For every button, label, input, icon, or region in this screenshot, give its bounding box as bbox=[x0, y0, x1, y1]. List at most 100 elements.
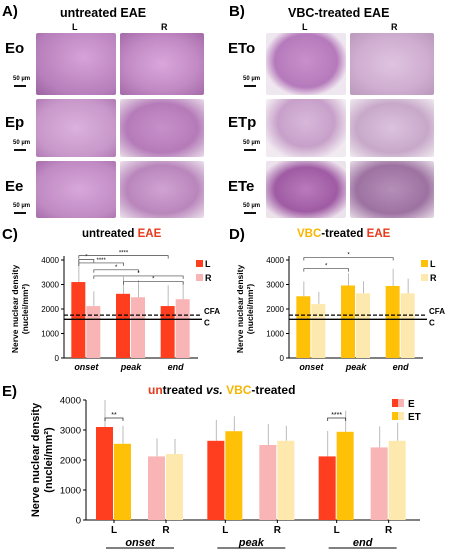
chart-e-bar-ET-L-peak bbox=[225, 431, 243, 520]
chart-c-refline-label-CFA: CFA bbox=[204, 307, 220, 316]
chart-d-ylabel: Nerve nuclear density(nuclei/mm²) bbox=[235, 265, 255, 354]
chart-e-group-end: end bbox=[353, 537, 373, 549]
panel-d-title-vbc: VBC bbox=[297, 228, 322, 240]
histology-eo-left bbox=[36, 33, 116, 95]
chart-e-sublabel-R-end: R bbox=[385, 525, 393, 536]
chart-e-bar-E-R-peak bbox=[259, 445, 277, 520]
chart-e-bar-E-R-end bbox=[370, 447, 388, 520]
chart-e-sig-bracket-1 bbox=[327, 417, 347, 421]
panel-e-title-vbc: VBC bbox=[226, 383, 252, 397]
chart-c-sig-label-2: **** bbox=[119, 251, 129, 257]
chart-e-ylabel-line1: Nerve nuclear density bbox=[30, 402, 42, 517]
histology-eto-left bbox=[266, 33, 346, 95]
histology-eo-right bbox=[120, 33, 204, 95]
panel-b-col-l: L bbox=[302, 22, 308, 32]
chart-c-ytick-label-0: 0 bbox=[55, 354, 60, 363]
chart-c-category-end: end bbox=[168, 362, 185, 372]
panel-e-title-mid1: treated bbox=[162, 383, 207, 397]
chart-c-category-onset: onset bbox=[74, 362, 99, 372]
chart-e: Nerve nuclear density(nuclei/mm²) 0 1000 20… bbox=[30, 396, 421, 550]
chart-c-sig-label-4: * bbox=[137, 271, 140, 277]
panel-a-col-r: R bbox=[161, 22, 168, 32]
panel-c-letter: C) bbox=[2, 226, 18, 243]
chart-c-ytick-label-4: 4000 bbox=[41, 256, 59, 265]
panel-b-col-r: R bbox=[391, 22, 398, 32]
scale-bar-a3 bbox=[14, 212, 26, 214]
chart-d-refline-label-CFA: CFA bbox=[429, 307, 445, 316]
chart-d-sig-bracket-0 bbox=[303, 268, 349, 272]
chart-c-ylabel-line1: Nerve nuclear density bbox=[10, 265, 20, 354]
chart-e-bar-ET-R-onset bbox=[166, 454, 183, 520]
scale-bar-b3 bbox=[244, 212, 256, 214]
scale-label-a1: 50 µm bbox=[13, 76, 31, 82]
chart-e-sublabel-R-peak: R bbox=[274, 525, 282, 536]
row-label-eto: ETo bbox=[228, 40, 256, 57]
row-label-ete: ETe bbox=[228, 178, 255, 195]
chart-e-legend-swatch-E-l bbox=[392, 399, 398, 407]
chart-e-sig-label-1: **** bbox=[331, 412, 342, 419]
chart-e-ytick-label-1: 1000 bbox=[60, 486, 81, 497]
chart-d-category-peak: peak bbox=[345, 362, 368, 372]
chart-e-ylabel-line2: (nuclei/mm²) bbox=[43, 427, 55, 493]
chart-c-bar-R-peak bbox=[131, 297, 145, 358]
panel-b-title: VBC-treated EAE bbox=[288, 6, 390, 20]
panel-e-title-un: un bbox=[148, 383, 163, 397]
chart-d-bar-R-end bbox=[400, 293, 415, 358]
chart-e-sublabel-L-end: L bbox=[334, 525, 340, 536]
chart-c-category-peak: peak bbox=[120, 362, 143, 372]
chart-d-ytick-label-0: 0 bbox=[280, 354, 285, 363]
scale-label-b1: 50 µm bbox=[243, 76, 261, 82]
chart-e-sublabel-R-onset: R bbox=[162, 525, 170, 536]
chart-d-ytick-label-3: 3000 bbox=[266, 281, 284, 290]
chart-d-ytick-label-1: 1000 bbox=[266, 330, 284, 339]
panel-d-letter: D) bbox=[229, 226, 245, 243]
chart-d: Nerve nuclear density(nuclei/mm²) 0 1000 20… bbox=[235, 253, 445, 372]
scale-bar-b1 bbox=[244, 85, 256, 87]
chart-c-sig-label-1: **** bbox=[96, 258, 106, 264]
chart-e-bar-E-L-onset bbox=[96, 427, 113, 520]
chart-e-bar-E-L-peak bbox=[207, 440, 225, 520]
chart-e-legend-swatch-E-r bbox=[398, 399, 404, 407]
row-label-ee: Ee bbox=[5, 178, 24, 195]
chart-d-bar-L-end bbox=[385, 285, 400, 358]
chart-e-ylabel: Nerve nuclear density(nuclei/mm²) bbox=[30, 402, 55, 517]
chart-d-ytick-label-4: 4000 bbox=[266, 256, 284, 265]
panel-a-title: untreated EAE bbox=[60, 6, 147, 20]
chart-c-ytick-label-2: 2000 bbox=[41, 305, 59, 314]
chart-c-sig-bracket-3 bbox=[93, 269, 139, 273]
chart-c-ylabel: Nerve nuclear density(nuclei/mm²) bbox=[10, 265, 30, 354]
chart-d-ylabel-line2: (nuclei/mm²) bbox=[245, 284, 255, 335]
histology-ete-right bbox=[350, 161, 434, 218]
chart-d-bar-L-onset bbox=[296, 296, 311, 358]
chart-c-bar-L-peak bbox=[116, 293, 130, 358]
scale-label-a2: 50 µm bbox=[13, 140, 31, 146]
chart-e-sublabel-L-onset: L bbox=[111, 525, 117, 536]
chart-c-sig-label-3: * bbox=[115, 265, 118, 271]
chart-e-ytick-label-0: 0 bbox=[76, 516, 81, 527]
panel-b-letter: B) bbox=[229, 3, 245, 20]
chart-c-refline-label-C: C bbox=[204, 318, 210, 327]
histology-eto-right bbox=[350, 33, 434, 95]
chart-e-ytick-label-2: 2000 bbox=[60, 456, 81, 467]
panel-d-title-eae: EAE bbox=[366, 228, 391, 240]
panel-e-title-vs: vs. bbox=[206, 383, 223, 397]
chart-e-ytick-label-4: 4000 bbox=[60, 396, 81, 407]
chart-e-legend-swatch-ET-l bbox=[392, 412, 398, 420]
chart-e-legend-label-E: E bbox=[408, 399, 415, 410]
chart-d-legend-label-R: R bbox=[430, 273, 437, 283]
chart-d-sig-label-0: * bbox=[325, 264, 328, 270]
chart-c-sig-bracket-1 bbox=[78, 262, 124, 266]
chart-e-sig-label-0: ** bbox=[111, 412, 117, 419]
panel-e-title: untreated vs. VBC-treated bbox=[148, 383, 295, 397]
panel-c-title-eae: EAE bbox=[137, 228, 162, 240]
chart-e-group-onset: onset bbox=[125, 537, 156, 549]
chart-c-bar-L-end bbox=[160, 306, 175, 358]
chart-e-legend-label-ET: ET bbox=[408, 412, 421, 423]
chart-d-legend-swatch-L bbox=[421, 260, 428, 267]
chart-d-bar-R-peak bbox=[356, 293, 370, 358]
chart-c-sig-label-5: * bbox=[152, 277, 155, 283]
chart-c-ylabel-line2: (nuclei/mm²) bbox=[20, 284, 30, 335]
chart-e-bar-ET-L-onset bbox=[114, 443, 131, 520]
chart-e-sig-bracket-0 bbox=[104, 417, 124, 421]
chart-c-sig-bracket-2 bbox=[78, 255, 169, 259]
